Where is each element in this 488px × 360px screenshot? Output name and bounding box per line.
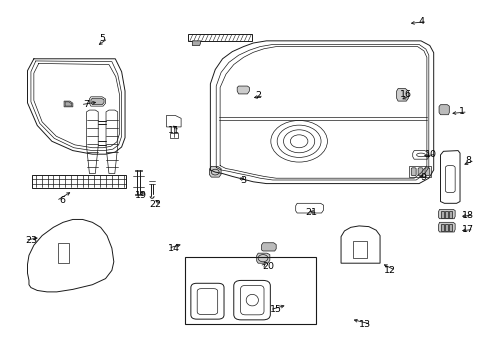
Text: 4: 4 [417, 17, 423, 26]
Text: 11: 11 [167, 126, 180, 135]
Bar [441, 211, 444, 218]
Text: 12: 12 [383, 266, 395, 275]
Text: 19: 19 [135, 190, 147, 199]
Polygon shape [91, 98, 104, 105]
Polygon shape [396, 89, 407, 101]
Bar [58, 243, 69, 263]
Text: 1: 1 [458, 107, 464, 116]
Text: 10: 10 [424, 150, 436, 159]
Text: 17: 17 [461, 225, 473, 234]
Bar [184, 257, 315, 324]
Text: 2: 2 [255, 91, 261, 100]
Text: 22: 22 [149, 200, 162, 209]
Text: 3: 3 [240, 176, 246, 185]
Polygon shape [192, 41, 200, 45]
Text: 9: 9 [419, 173, 425, 182]
Bar [352, 241, 366, 258]
Bar [448, 211, 451, 218]
Polygon shape [237, 86, 249, 94]
Text: 6: 6 [59, 196, 65, 205]
Text: 21: 21 [305, 208, 317, 217]
Bar [448, 225, 451, 231]
FancyBboxPatch shape [417, 168, 422, 176]
Polygon shape [209, 166, 221, 177]
Text: 5: 5 [99, 34, 105, 43]
Polygon shape [261, 243, 276, 251]
Text: 16: 16 [400, 90, 411, 99]
Text: 20: 20 [262, 262, 273, 271]
Text: 15: 15 [269, 305, 281, 314]
Polygon shape [438, 222, 454, 232]
Bar [441, 225, 444, 231]
Bar [170, 134, 177, 138]
Bar [445, 225, 447, 231]
Text: 14: 14 [168, 244, 180, 253]
Text: 7: 7 [83, 100, 89, 109]
Text: 13: 13 [359, 320, 371, 329]
Polygon shape [256, 253, 269, 263]
Polygon shape [438, 210, 454, 219]
Polygon shape [438, 105, 448, 115]
FancyBboxPatch shape [410, 168, 415, 176]
Text: 8: 8 [465, 156, 471, 165]
FancyBboxPatch shape [424, 168, 429, 176]
Bar [445, 211, 447, 218]
Text: 18: 18 [461, 211, 473, 220]
Bar [188, 35, 251, 41]
Polygon shape [65, 102, 72, 106]
Text: 23: 23 [25, 236, 37, 245]
